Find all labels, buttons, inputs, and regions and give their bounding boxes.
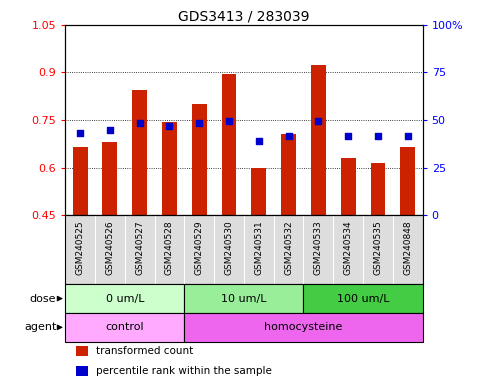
Text: GSM240535: GSM240535	[373, 220, 383, 275]
Bar	[76, 366, 88, 376]
Text: GSM240534: GSM240534	[344, 220, 353, 275]
Point	[166, 123, 173, 129]
Bar	[370, 163, 385, 215]
Bar	[102, 142, 117, 215]
Bar	[222, 74, 237, 215]
Text: GSM240529: GSM240529	[195, 220, 204, 275]
Bar	[281, 134, 296, 215]
Text: GSM240533: GSM240533	[314, 220, 323, 275]
Bar	[341, 158, 355, 215]
Bar	[185, 284, 303, 313]
Point	[404, 133, 412, 139]
Text: GSM240848: GSM240848	[403, 220, 412, 275]
Text: control: control	[105, 322, 144, 333]
Bar	[65, 313, 185, 342]
Text: 100 um/L: 100 um/L	[337, 293, 389, 304]
Point	[195, 120, 203, 126]
Bar	[76, 346, 88, 356]
Point	[106, 126, 114, 132]
Text: GSM240526: GSM240526	[105, 220, 114, 275]
Text: GSM240528: GSM240528	[165, 220, 174, 275]
Point	[344, 133, 352, 139]
Bar	[303, 284, 423, 313]
Text: GSM240527: GSM240527	[135, 220, 144, 275]
Bar	[400, 147, 415, 215]
Text: GSM240532: GSM240532	[284, 220, 293, 275]
Text: GSM240530: GSM240530	[225, 220, 233, 275]
Bar	[185, 313, 423, 342]
Point	[374, 133, 382, 139]
Text: homocysteine: homocysteine	[264, 322, 342, 333]
Point	[136, 120, 143, 126]
Bar	[311, 65, 326, 215]
Text: dose: dose	[30, 293, 56, 304]
Bar	[192, 104, 207, 215]
Point	[314, 118, 322, 124]
Point	[255, 137, 263, 144]
Text: GSM240525: GSM240525	[76, 220, 85, 275]
Text: 0 um/L: 0 um/L	[105, 293, 144, 304]
Text: GSM240531: GSM240531	[255, 220, 263, 275]
Text: percentile rank within the sample: percentile rank within the sample	[96, 366, 271, 376]
Text: agent: agent	[24, 322, 56, 333]
Bar	[132, 90, 147, 215]
Point	[285, 133, 293, 139]
Title: GDS3413 / 283039: GDS3413 / 283039	[178, 10, 310, 24]
Bar	[65, 284, 185, 313]
Text: transformed count: transformed count	[96, 346, 193, 356]
Text: 10 um/L: 10 um/L	[221, 293, 267, 304]
Bar	[162, 122, 177, 215]
Bar	[72, 147, 87, 215]
Bar	[251, 167, 266, 215]
Point	[76, 130, 84, 136]
Point	[225, 118, 233, 124]
